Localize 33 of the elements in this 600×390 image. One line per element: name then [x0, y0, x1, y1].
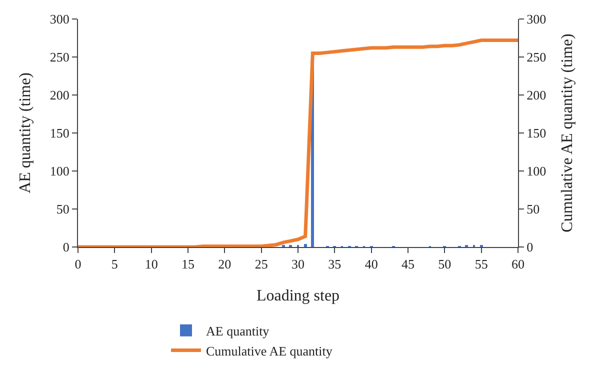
y2-tick-label: 200 [526, 88, 546, 103]
x-tick-label: 15 [182, 256, 194, 272]
x-tick-label: 35 [328, 256, 342, 272]
y2-tick-label: 250 [526, 50, 546, 65]
y2-tick-label: 50 [526, 202, 540, 217]
bar [304, 244, 307, 247]
x-tick-label: 25 [254, 256, 268, 272]
y-tick-label: 100 [50, 164, 70, 179]
y2-tick-label: 100 [526, 164, 546, 179]
y-tick-label: 250 [50, 50, 70, 65]
legend-label: AE quantity [206, 323, 270, 338]
y-tick-label: 0 [62, 240, 70, 255]
x-tick-label: 40 [364, 256, 378, 272]
x-tick-label: 50 [438, 256, 452, 272]
y-tick-label: 300 [50, 12, 70, 27]
x-tick-label: 5 [111, 256, 118, 272]
y-tick-label: 150 [50, 126, 70, 141]
x-tick-label: 0 [74, 256, 82, 272]
x-tick-label: 20 [218, 256, 232, 272]
y2-axis-title: Cumulative AE quantity (time) [558, 34, 576, 232]
y-tick-label: 200 [50, 88, 70, 103]
y-axis-title: AE quantity (time) [16, 72, 34, 194]
y-tick-label: 50 [56, 202, 70, 217]
x-tick-label: 45 [402, 256, 414, 272]
x-tick-label: 30 [292, 256, 304, 272]
y2-tick-label: 0 [526, 240, 534, 255]
x-tick-label: 10 [144, 256, 158, 272]
y2-tick-label: 300 [526, 12, 546, 27]
x-tick-label: 55 [474, 256, 488, 272]
legend-label: Cumulative AE quantity [206, 343, 333, 358]
x-tick-label: 60 [512, 256, 524, 272]
x-axis-title: Loading step [256, 287, 340, 304]
y2-tick-label: 150 [526, 126, 546, 141]
